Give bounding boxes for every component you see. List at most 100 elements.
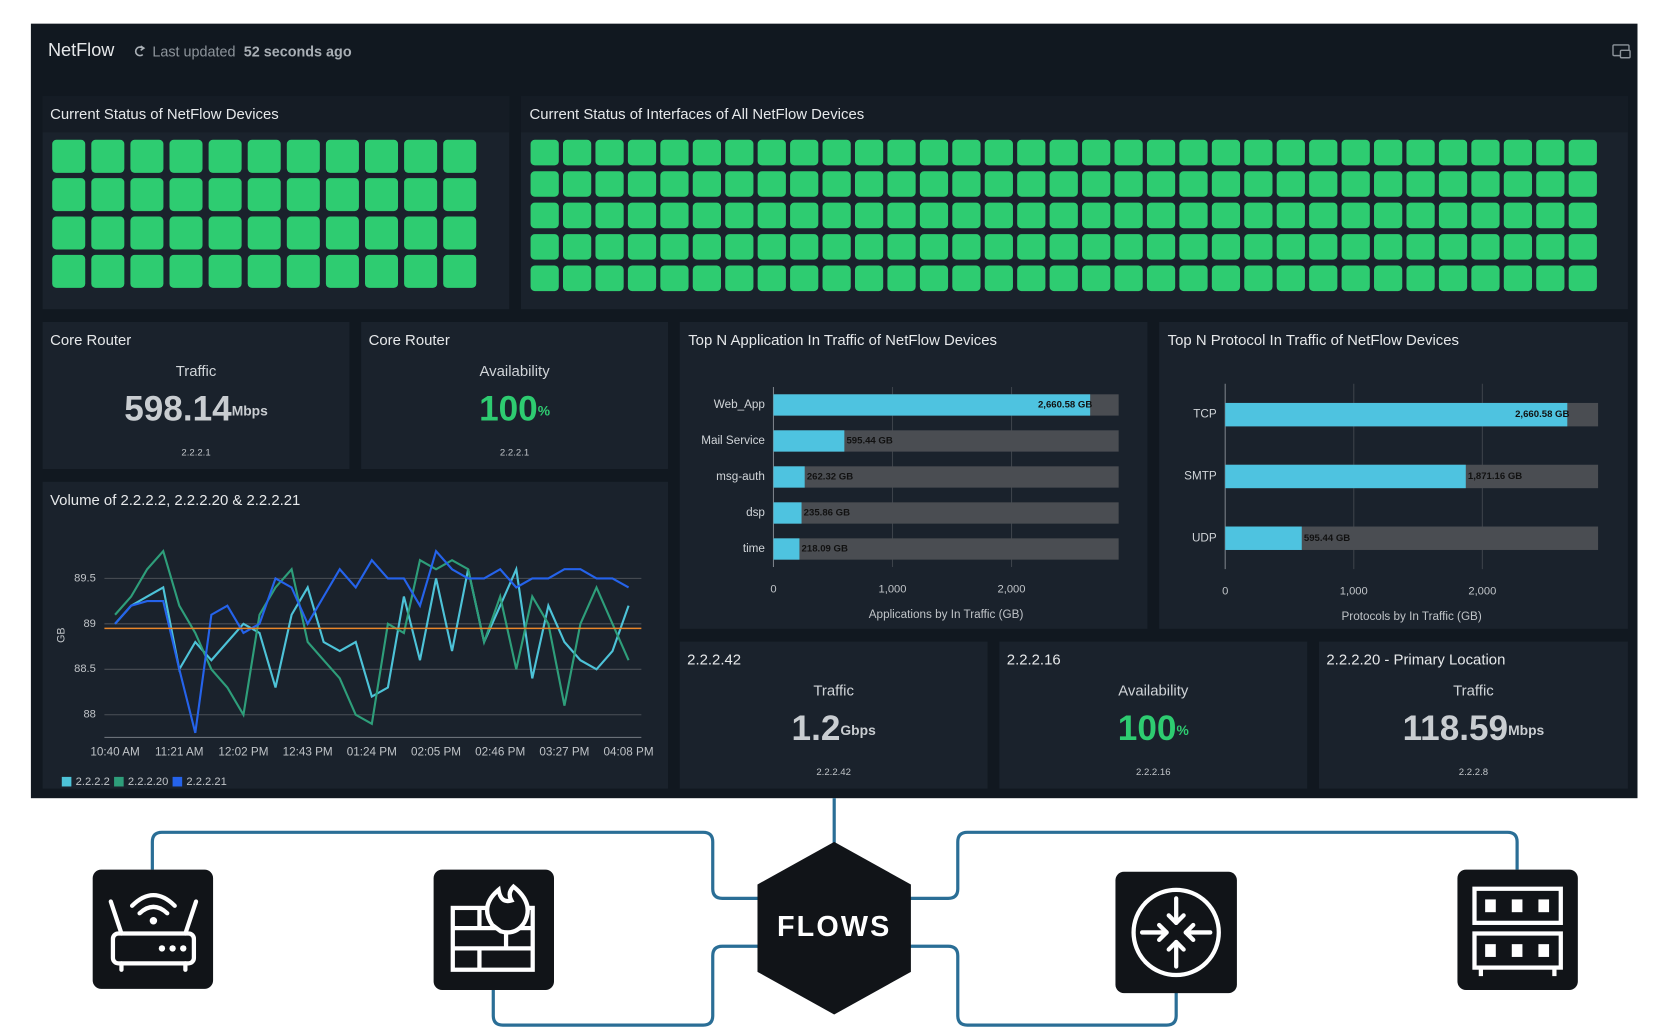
interface-tile (1049, 265, 1078, 292)
interface-tile (627, 265, 657, 292)
series-line (114, 565, 630, 699)
interface-tile (757, 139, 786, 166)
bar-track (773, 538, 1119, 560)
interface-tile (1503, 202, 1533, 229)
bar-value-label: 235.86 GB (804, 508, 850, 519)
refresh-icon[interactable] (134, 45, 146, 57)
connector (491, 944, 761, 1027)
interface-tile (1536, 139, 1565, 166)
dashboard-title: NetFlow (48, 40, 115, 60)
interface-tile (1179, 234, 1208, 260)
interface-tile (595, 265, 624, 292)
interface-tile (1503, 234, 1533, 260)
device-tile (169, 139, 203, 173)
interface-tile (1082, 234, 1111, 260)
interface-tile (1082, 202, 1111, 229)
widget-footer: 2.2.2.16 (1136, 767, 1171, 778)
panel (679, 641, 988, 789)
interface-tile (1406, 171, 1435, 197)
interface-tile (1179, 139, 1208, 166)
value: 598.14 (124, 390, 232, 429)
value: 100 (1118, 709, 1177, 748)
interface-tile (1244, 171, 1273, 197)
x-tick-label: 11:21 AM (155, 745, 204, 758)
widget-label: Availability (480, 364, 551, 380)
interface-tile (627, 171, 657, 197)
panel (42, 321, 350, 469)
firewall-icon (433, 869, 554, 990)
interface-tile (1374, 171, 1403, 197)
interface-tile (1471, 234, 1500, 260)
interface-tile (1341, 202, 1370, 229)
device-tile (208, 139, 242, 173)
interface-tile (1406, 202, 1435, 229)
x-tick-label: 0 (1222, 585, 1228, 597)
interface-tile (1082, 265, 1111, 292)
device-tile (247, 254, 281, 288)
device-tile (404, 216, 438, 250)
interface-tile (1017, 139, 1046, 166)
interface-tile (1568, 265, 1597, 292)
device-tile (52, 216, 86, 250)
interface-tile (757, 234, 786, 260)
interface-tile (530, 171, 559, 197)
interface-tile (757, 171, 786, 197)
device-tile (169, 216, 203, 250)
interface-tile (1406, 139, 1435, 166)
chart-title: Top N Protocol In Traffic of NetFlow Dev… (1168, 333, 1459, 349)
interface-tile (790, 171, 819, 197)
interface-tile (1309, 202, 1338, 229)
legend-label: 2.2.2.20 (128, 776, 168, 788)
device-tile (286, 178, 320, 212)
device-tile (247, 216, 281, 250)
interface-tile (1017, 265, 1046, 292)
interface-tile (595, 139, 624, 166)
interface-tile (1503, 265, 1533, 292)
device-tile (325, 254, 359, 288)
device-tile (325, 139, 359, 173)
interface-tile (984, 234, 1013, 260)
bar-value-label: 2,660.58 GB (1515, 409, 1569, 420)
x-tick-label: 10:40 AM (90, 745, 139, 758)
interface-tile (1536, 265, 1565, 292)
interface-tile (692, 265, 721, 292)
interface-tile (887, 234, 916, 260)
widget-label: Traffic (176, 364, 217, 380)
interface-tile (984, 202, 1013, 229)
category-label: Mail Service (701, 434, 765, 447)
interface-tile (1309, 265, 1338, 292)
interface-tile (725, 171, 754, 197)
interface-tile (660, 234, 689, 260)
interface-tile (1341, 265, 1370, 292)
interface-tile (1082, 171, 1111, 197)
flows-hexagon (757, 841, 911, 1015)
interface-tile (1114, 265, 1143, 292)
interface-tile (1049, 139, 1078, 166)
category-label: TCP (1193, 408, 1217, 421)
interface-tile (1179, 171, 1208, 197)
x-tick-label: 1,000 (879, 583, 907, 595)
connector (907, 944, 1178, 1027)
widget-footer: 2.2.2.8 (1459, 767, 1488, 778)
legend-label: 2.2.2.2 (76, 776, 110, 788)
bar (773, 466, 805, 488)
widget-label: Availability (1118, 684, 1189, 700)
device-tile (208, 178, 242, 212)
interface-tile (1244, 202, 1273, 229)
widget-value: 1.2Gbps (792, 709, 877, 748)
display-icon[interactable] (1612, 44, 1631, 59)
device-tile (169, 254, 203, 288)
device-tile (91, 178, 125, 212)
status-tiles (52, 139, 1597, 292)
category-label: SMTP (1184, 470, 1217, 483)
device-tile (443, 178, 477, 212)
interface-tile (1438, 171, 1468, 197)
interface-tile (822, 171, 851, 197)
interface-tile (919, 202, 949, 229)
router-icon (92, 869, 214, 989)
interface-tile (627, 234, 657, 260)
category-label: Web_App (714, 398, 766, 411)
interface-tile (854, 171, 884, 197)
bar-value-label: 595.44 GB (846, 436, 892, 447)
